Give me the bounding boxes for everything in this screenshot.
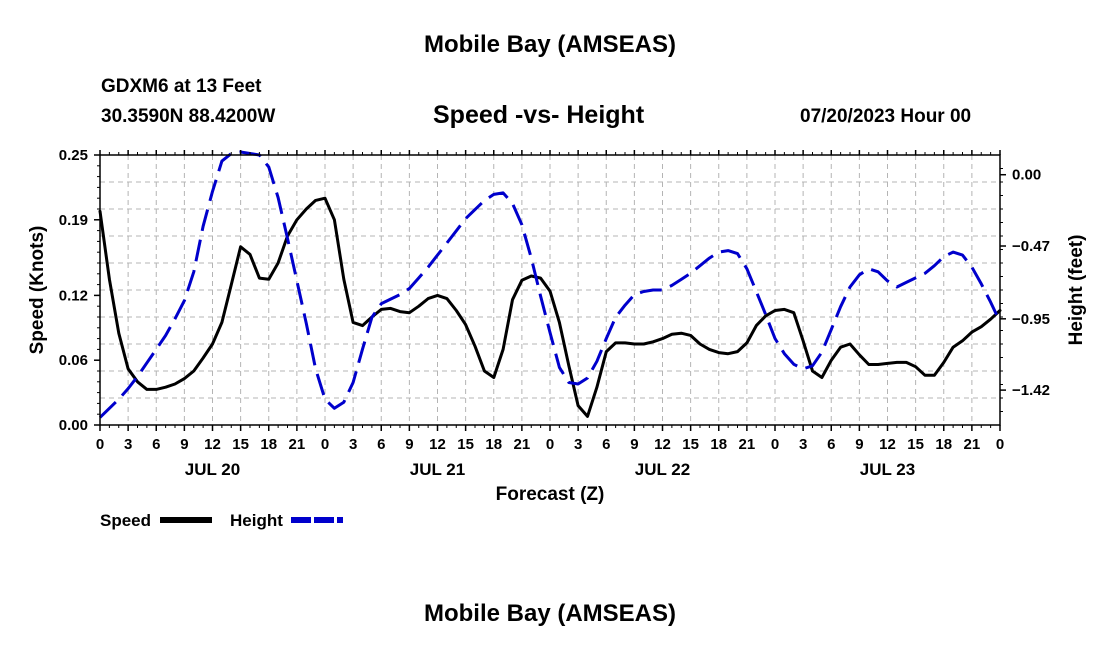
y-left-tick-label: 0.12 bbox=[59, 287, 88, 304]
x-tick-label: 6 bbox=[377, 436, 385, 453]
x-tick-label: 18 bbox=[260, 436, 277, 453]
chart-bottom-title: Mobile Bay (AMSEAS) bbox=[423, 600, 677, 627]
x-tick-label: 18 bbox=[710, 436, 727, 453]
day-label: JUL 22 bbox=[635, 460, 690, 479]
x-tick-label: 15 bbox=[907, 436, 924, 453]
y-left-tick-label: 0.19 bbox=[59, 212, 88, 229]
y-left-axis-title: Speed (Knots) bbox=[27, 226, 48, 355]
x-tick-label: 0 bbox=[546, 436, 554, 453]
x-tick-label: 15 bbox=[457, 436, 474, 453]
x-tick-label: 21 bbox=[964, 436, 981, 453]
x-tick-label: 21 bbox=[289, 436, 306, 453]
x-tick-label: 6 bbox=[152, 436, 160, 453]
x-tick-label: 9 bbox=[405, 436, 413, 453]
y-right-tick-label: 0.00 bbox=[1012, 167, 1041, 184]
x-tick-label: 0 bbox=[96, 436, 104, 453]
x-tick-label: 21 bbox=[514, 436, 531, 453]
x-tick-label: 0 bbox=[996, 436, 1004, 453]
x-tick-label: 3 bbox=[799, 436, 807, 453]
chart-subtitle: Speed -vs- Height bbox=[433, 101, 645, 129]
x-tick-label: 12 bbox=[429, 436, 446, 453]
speed-series-line bbox=[98, 196, 1002, 418]
y-right-tick-label: −0.47 bbox=[1012, 238, 1050, 255]
x-tick-label: 3 bbox=[124, 436, 132, 453]
x-tick-label: 12 bbox=[204, 436, 221, 453]
x-tick-label: 9 bbox=[630, 436, 638, 453]
x-tick-label: 6 bbox=[602, 436, 610, 453]
day-label: JUL 23 bbox=[860, 460, 915, 479]
station-coordinates: 30.3590N 88.4200W bbox=[101, 106, 276, 127]
x-tick-label: 0 bbox=[321, 436, 329, 453]
x-tick-label: 15 bbox=[232, 436, 249, 453]
y-left-tick-label: 0.06 bbox=[59, 352, 88, 369]
day-label: JUL 20 bbox=[185, 460, 240, 479]
x-tick-label: 12 bbox=[654, 436, 671, 453]
x-tick-label: 21 bbox=[739, 436, 756, 453]
x-tick-label: 3 bbox=[349, 436, 357, 453]
x-tick-label: 9 bbox=[855, 436, 863, 453]
y-right-tick-label: −1.42 bbox=[1012, 382, 1050, 399]
chart-main-title: Mobile Bay (AMSEAS) bbox=[423, 31, 677, 58]
legend-height-label: Height bbox=[230, 511, 283, 530]
x-axis-title: Forecast (Z) bbox=[496, 484, 605, 505]
x-tick-label: 12 bbox=[879, 436, 896, 453]
y-right-tick-label: −0.95 bbox=[1012, 311, 1050, 328]
x-tick-label: 6 bbox=[827, 436, 835, 453]
x-tick-label: 0 bbox=[771, 436, 779, 453]
legend-speed-label: Speed bbox=[100, 511, 151, 530]
x-tick-label: 3 bbox=[574, 436, 582, 453]
x-tick-label: 15 bbox=[682, 436, 699, 453]
x-tick-label: 9 bbox=[180, 436, 188, 453]
y-right-axis-title: Height (feet) bbox=[1066, 235, 1087, 346]
day-label: JUL 21 bbox=[410, 460, 465, 479]
x-tick-label: 18 bbox=[935, 436, 952, 453]
y-left-tick-label: 0.25 bbox=[59, 147, 88, 164]
y-left-tick-label: 0.00 bbox=[59, 417, 88, 434]
forecast-datetime: 07/20/2023 Hour 00 bbox=[800, 106, 972, 127]
x-tick-label: 18 bbox=[485, 436, 502, 453]
station-label: GDXM6 at 13 Feet bbox=[101, 76, 262, 97]
